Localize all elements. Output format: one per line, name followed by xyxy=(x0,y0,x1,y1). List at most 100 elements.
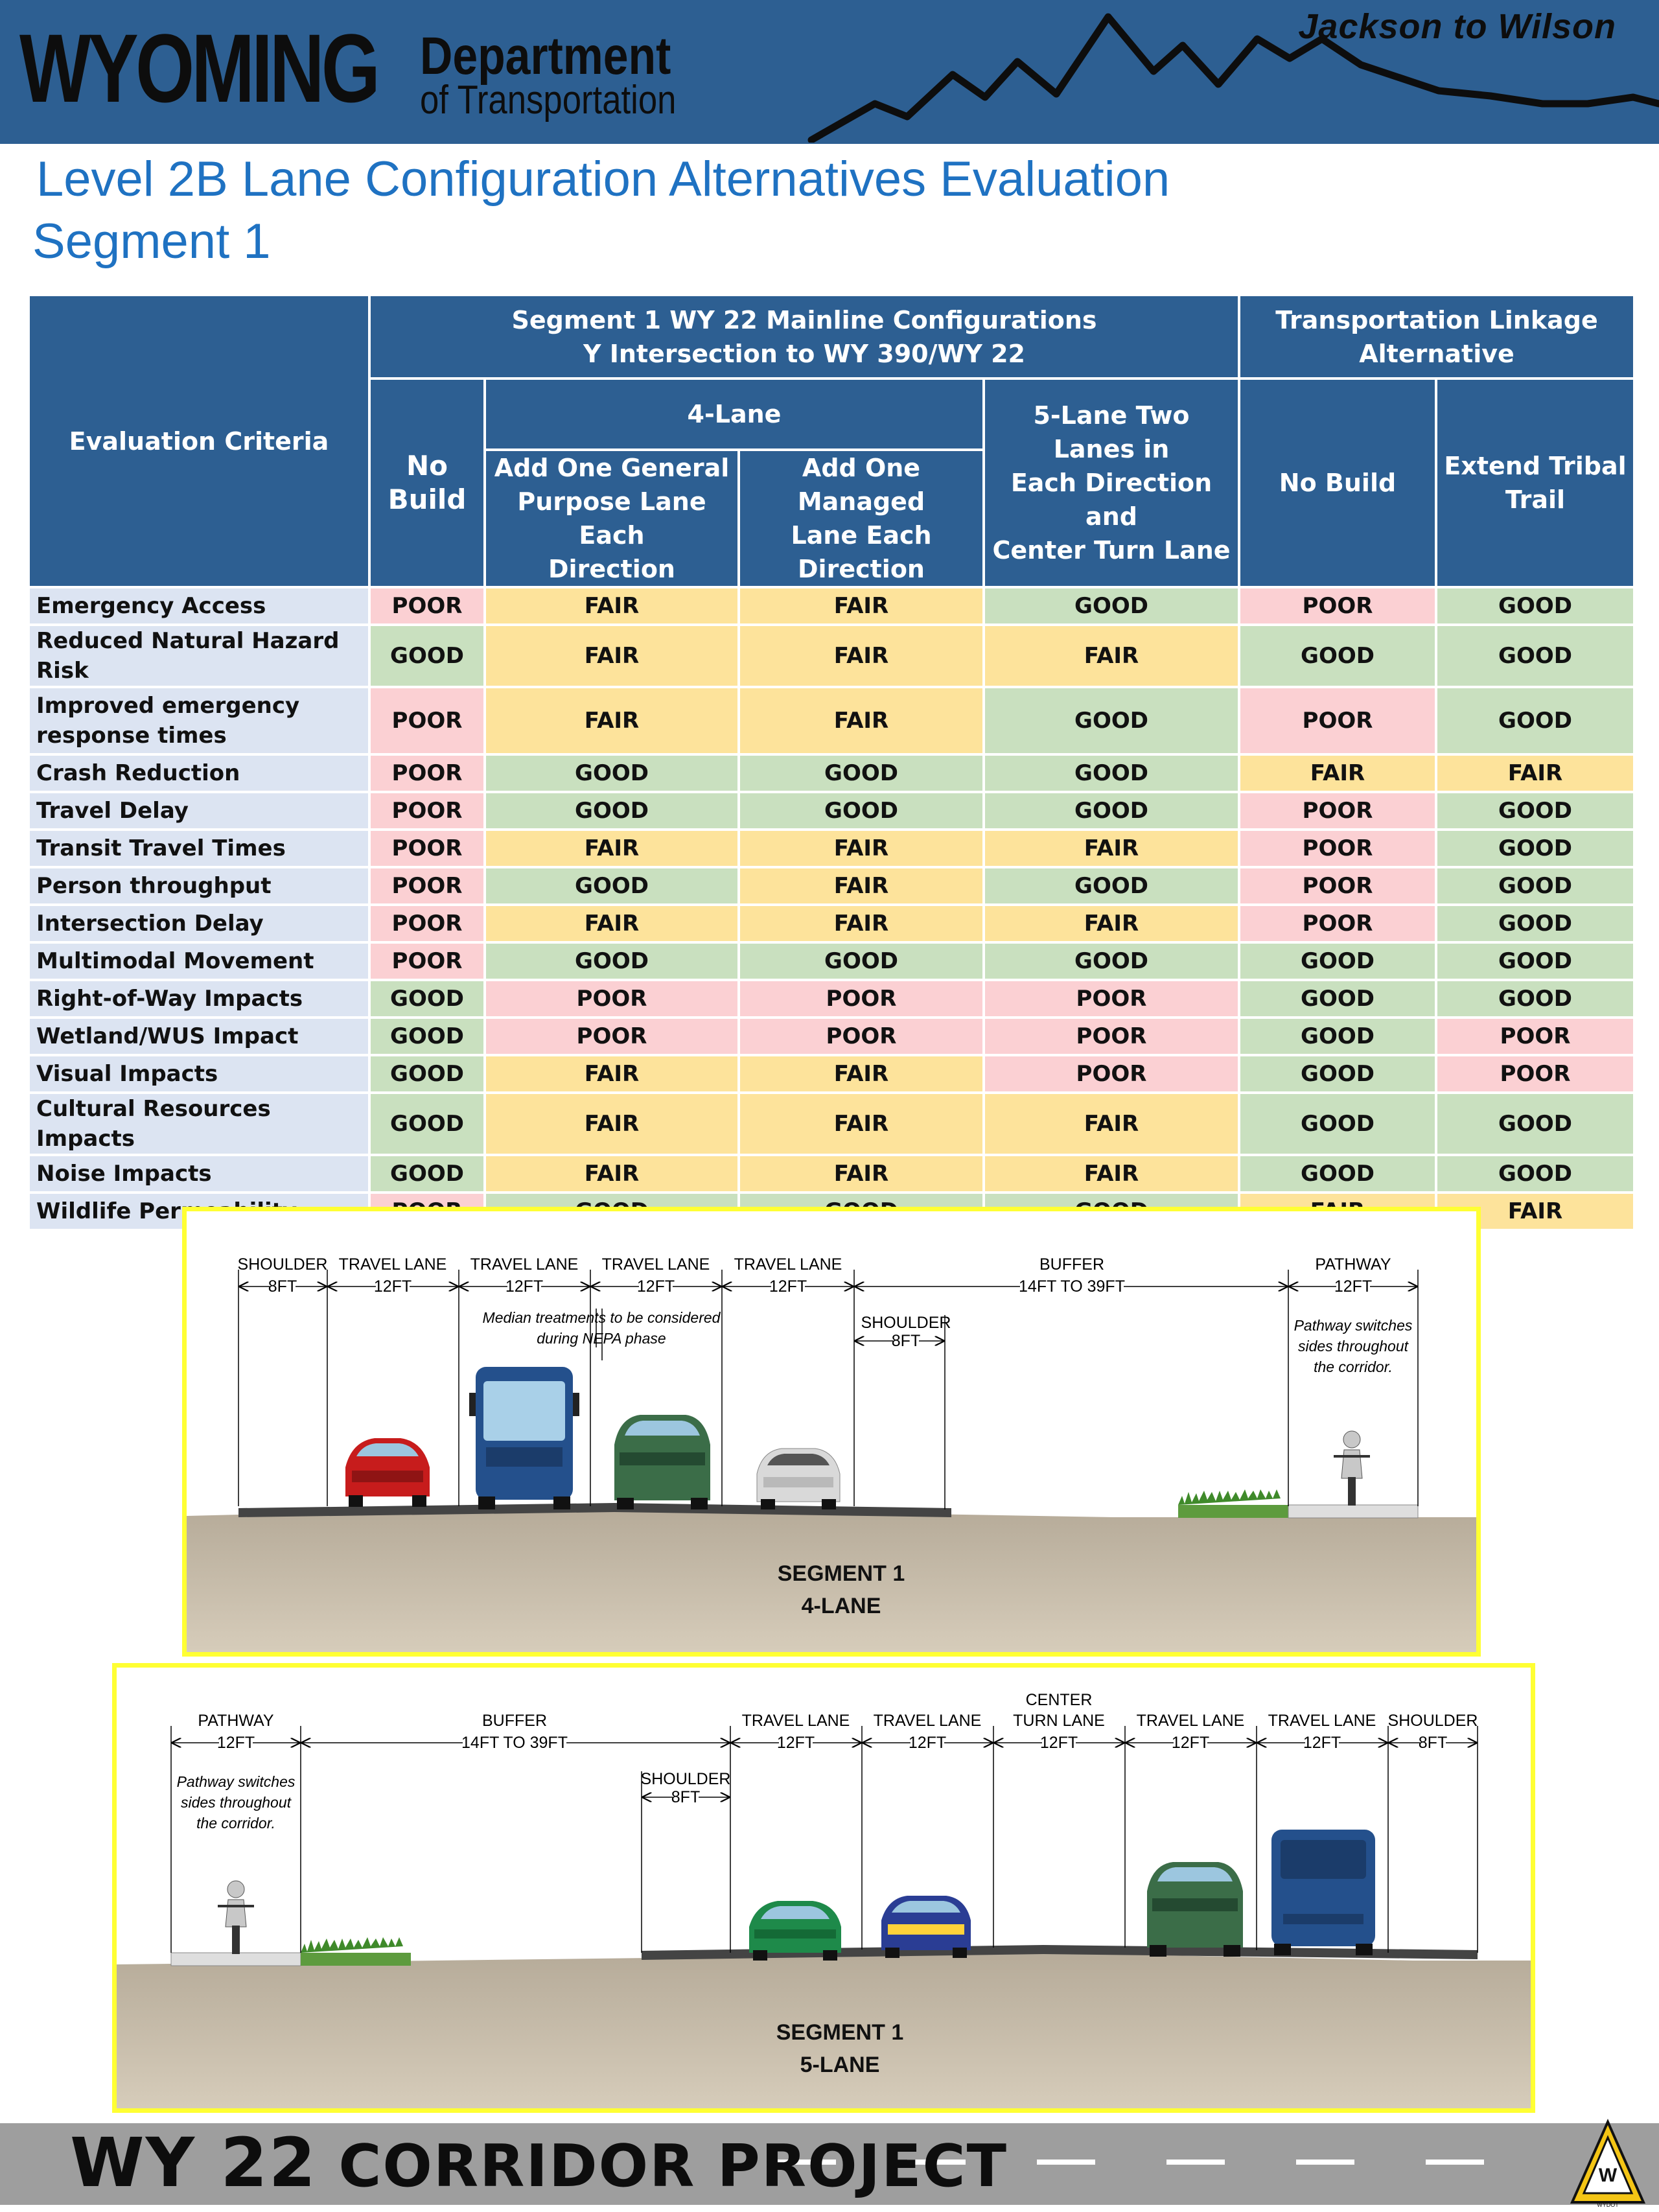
rating-cell: POOR xyxy=(368,941,486,981)
rating-cell: GOOD xyxy=(1434,623,1636,688)
ground-section xyxy=(187,1509,1476,1652)
evaluation-table-body: Emergency Access POOR FAIR FAIR GOOD POOR GOOD… xyxy=(27,586,1636,1231)
median-note-2: during NEPA phase xyxy=(537,1330,666,1347)
rating-cell: GOOD xyxy=(368,1154,486,1194)
label-travel-w-3: 12FT xyxy=(1172,1734,1209,1752)
table-row: Emergency Access POOR FAIR FAIR GOOD POOR GOOD xyxy=(27,586,1636,626)
rating-cell: POOR xyxy=(483,979,740,1019)
evaluation-table-wrapper: Evaluation Criteria Segment 1 WY 22 Main… xyxy=(27,294,1636,1231)
rating-cell: GOOD xyxy=(1238,1054,1437,1094)
pathway-note-1: Pathway switches xyxy=(1294,1317,1413,1334)
diagram2-caption-2: 5-LANE xyxy=(800,2053,880,2077)
rating-cell: FAIR xyxy=(483,903,740,944)
label-travel-lane-2: TRAVEL LANE xyxy=(470,1255,579,1274)
bus-rear-icon xyxy=(1271,1830,1375,1955)
label-travel-w-4: 12FT xyxy=(769,1277,807,1296)
table-row: Visual Impacts GOOD FAIR FAIR POOR GOOD POOR xyxy=(27,1054,1636,1094)
rating-cell: GOOD xyxy=(1238,1154,1437,1194)
rating-cell: GOOD xyxy=(982,753,1240,793)
label-pathway-w: 12FT xyxy=(217,1734,255,1752)
rating-cell: FAIR xyxy=(737,586,985,626)
rating-cell: GOOD xyxy=(483,753,740,793)
table-row: Reduced Natural Hazard Risk GOOD FAIR FAIR F… xyxy=(27,623,1636,688)
evaluation-table: Evaluation Criteria Segment 1 WY 22 Main… xyxy=(27,294,1636,1231)
label-travel-lane-2: TRAVEL LANE xyxy=(874,1712,982,1730)
rating-cell: FAIR xyxy=(737,828,985,868)
header-extend-tribal-trail: Extend Tribal Trail xyxy=(1434,377,1636,588)
rating-cell: GOOD xyxy=(737,753,985,793)
label-buffer-w: 14FT TO 39FT xyxy=(461,1734,568,1752)
header-add-general-purpose: Add One General Purpose Lane Each Directio… xyxy=(483,448,740,588)
median-note-1: Median treatments to be considered xyxy=(483,1309,721,1326)
rating-cell: POOR xyxy=(737,1016,985,1056)
roadway-surface xyxy=(642,1945,1478,1960)
label-travel-w-1: 12FT xyxy=(374,1277,412,1296)
mountain-line-icon xyxy=(807,13,1659,143)
rating-cell: GOOD xyxy=(1238,941,1437,981)
buffer-grass-strip xyxy=(301,1953,411,1966)
rating-cell: POOR xyxy=(368,586,486,626)
table-row: Intersection Delay POOR FAIR FAIR FAIR POOR GO… xyxy=(27,903,1636,944)
rating-cell: GOOD xyxy=(368,979,486,1019)
blue-car-icon xyxy=(881,1896,971,1958)
rating-cell: POOR xyxy=(1238,791,1437,831)
rating-cell: POOR xyxy=(483,1016,740,1056)
rating-cell: GOOD xyxy=(737,941,985,981)
rating-cell: FAIR xyxy=(483,1154,740,1194)
criterion-cell: Intersection Delay xyxy=(27,903,371,944)
rating-cell: GOOD xyxy=(1238,1091,1437,1156)
green-truck-icon xyxy=(614,1415,710,1509)
label-travel-lane-1: TRAVEL LANE xyxy=(339,1255,447,1274)
rating-cell: GOOD xyxy=(483,866,740,906)
rating-cell: POOR xyxy=(1238,686,1437,756)
rating-cell: FAIR xyxy=(483,828,740,868)
rating-cell: FAIR xyxy=(982,1154,1240,1194)
logo-transportation: of Transportation xyxy=(420,78,677,122)
criterion-cell: Transit Travel Times xyxy=(27,828,371,868)
label-shoulder: SHOULDER xyxy=(238,1255,328,1274)
grass-icon xyxy=(1178,1489,1281,1505)
header-linkage-group: Transportation Linkage Alternative xyxy=(1237,294,1636,380)
label-shoulder-left: SHOULDER xyxy=(641,1770,731,1788)
header-5-lane: 5-Lane Two Lanes in Each Direction and Cen… xyxy=(982,377,1240,588)
green-car-icon xyxy=(749,1901,841,1961)
wyoming-logo: WYOMING xyxy=(19,14,380,122)
rating-cell: GOOD xyxy=(1434,686,1636,756)
table-row: Multimodal Movement POOR GOOD GOOD GOOD GOOD G… xyxy=(27,941,1636,981)
rating-cell: FAIR xyxy=(483,586,740,626)
label-inner-shoulder-w: 8FT xyxy=(892,1332,920,1350)
rating-cell: GOOD xyxy=(1238,1016,1437,1056)
label-center-1: CENTER xyxy=(1026,1691,1093,1709)
pathway-surface xyxy=(170,1952,301,1966)
criterion-cell: Multimodal Movement xyxy=(27,941,371,981)
rating-cell: FAIR xyxy=(737,1154,985,1194)
table-row: Noise Impacts GOOD FAIR FAIR FAIR GOOD GOOD xyxy=(27,1154,1636,1194)
rating-cell: FAIR xyxy=(1238,753,1437,793)
dimension-lines xyxy=(240,1286,1417,1341)
criterion-cell: Travel Delay xyxy=(27,791,371,831)
header-tl-no-build: No Build xyxy=(1238,377,1437,588)
label-travel-lane-4: TRAVEL LANE xyxy=(734,1255,842,1274)
table-row: Travel Delay POOR GOOD GOOD GOOD POOR GOOD xyxy=(27,791,1636,831)
rating-cell: FAIR xyxy=(483,1091,740,1156)
rating-cell: FAIR xyxy=(737,866,985,906)
label-travel-w-3: 12FT xyxy=(637,1277,675,1296)
rating-cell: GOOD xyxy=(1434,1091,1636,1156)
rating-cell: FAIR xyxy=(737,1054,985,1094)
rating-cell: FAIR xyxy=(737,686,985,756)
rating-cell: FAIR xyxy=(982,623,1240,688)
criterion-cell: Emergency Access xyxy=(27,586,371,626)
rating-cell: POOR xyxy=(982,979,1240,1019)
rating-cell: POOR xyxy=(368,753,486,793)
rating-cell: POOR xyxy=(368,903,486,944)
label-shoulder-left-w: 8FT xyxy=(671,1788,700,1806)
rating-cell: GOOD xyxy=(483,791,740,831)
rating-cell: GOOD xyxy=(1238,623,1437,688)
label-pathway: PATHWAY xyxy=(1315,1255,1391,1274)
label-travel-lane-4: TRAVEL LANE xyxy=(1268,1712,1376,1730)
wydot-logo-icon: W WYDOT xyxy=(1570,2119,1646,2208)
rating-cell: FAIR xyxy=(483,1054,740,1094)
rating-cell: FAIR xyxy=(483,623,740,688)
rating-cell: GOOD xyxy=(982,941,1240,981)
criterion-cell: Noise Impacts xyxy=(27,1154,371,1194)
